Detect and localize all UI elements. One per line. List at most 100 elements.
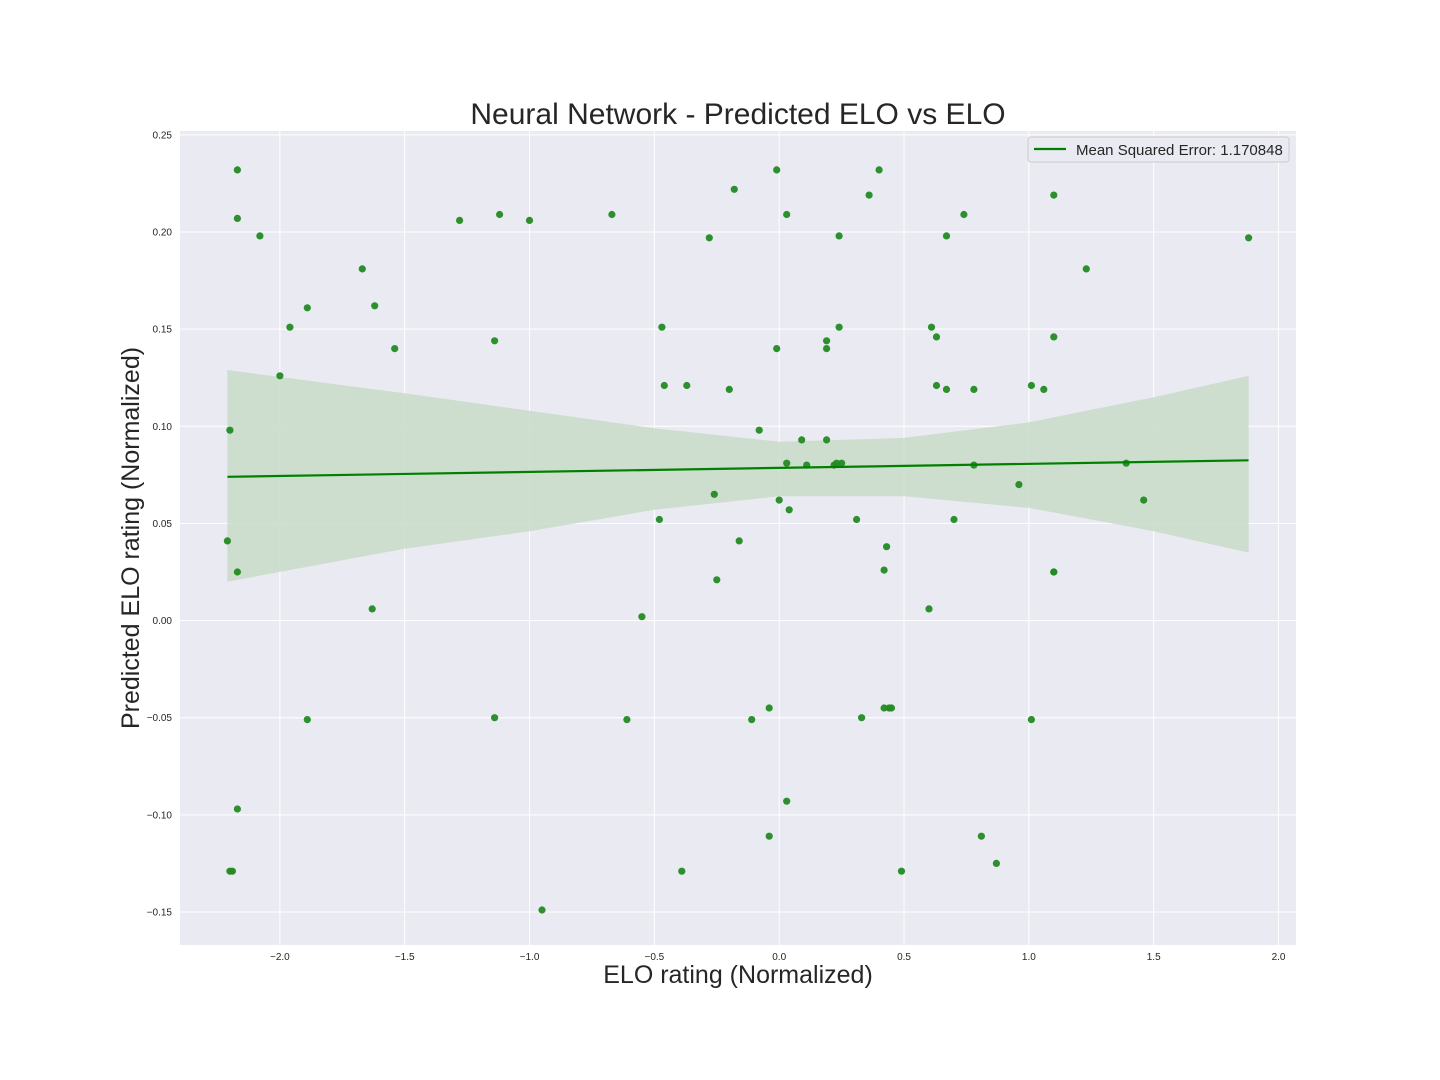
scatter-point [358, 265, 366, 273]
scatter-point [371, 302, 379, 310]
scatter-point [233, 166, 241, 174]
scatter-point [1050, 191, 1058, 199]
scatter-point [835, 323, 843, 331]
scatter-point [660, 381, 668, 390]
scatter-point [977, 832, 986, 840]
scatter-point [496, 210, 504, 219]
scatter-point [992, 859, 1001, 868]
scatter-point [1245, 234, 1253, 242]
y-tick-label: −0.10 [147, 810, 173, 821]
scatter-point [942, 385, 951, 393]
scatter-point [1015, 481, 1023, 489]
regression-line-path [227, 459, 1249, 478]
scatter-point [491, 714, 499, 722]
scatter-point [226, 426, 234, 434]
y-tick-label: −0.15 [147, 907, 173, 918]
regression-line [227, 459, 1249, 478]
scatter-point [608, 210, 616, 219]
legend-label: Mean Squared Error: 1.170848 [1076, 142, 1283, 159]
scatter-point [783, 210, 791, 219]
y-axis-ticks: −0.15 −0.10 −0.05 0.00 0.05 0.10 0.15 0.20 0.25 [147, 130, 173, 918]
scatter-point [256, 232, 264, 240]
y-tick-label: −0.05 [147, 713, 173, 724]
scatter-point [785, 506, 793, 514]
scatter-point [276, 372, 284, 380]
y-tick-label: 0.05 [153, 519, 173, 530]
scatter-point [683, 381, 691, 390]
scatter-point [1027, 716, 1035, 724]
scatter-point [835, 232, 843, 240]
legend-box [1027, 136, 1290, 163]
scatter-point [823, 345, 831, 353]
scatter-point [775, 496, 783, 504]
x-tick-label: 1.5 [1147, 952, 1161, 963]
scatter-point [1027, 381, 1035, 390]
y-tick-label: 0.10 [153, 422, 173, 433]
grid-lines [180, 131, 1296, 945]
scatter-point [932, 333, 941, 341]
scatter-point [765, 704, 773, 712]
scatter-point [303, 304, 311, 312]
scatter-point [525, 216, 534, 224]
scatter-point [970, 385, 978, 393]
scatter-point [391, 345, 399, 353]
scatter-point [678, 867, 686, 875]
x-tick-label: 0.5 [897, 952, 911, 963]
scatter-point [638, 613, 646, 621]
scatter-point [658, 323, 666, 331]
scatter-point [865, 191, 873, 199]
scatter-point [880, 566, 888, 574]
scatter-point [713, 576, 721, 584]
scatter-point [233, 805, 241, 813]
chart-title: Neural Network - Predicted ELO vs ELO [470, 98, 1005, 131]
y-tick-label: 0.15 [153, 325, 173, 336]
scatter-point [655, 515, 664, 524]
x-tick-label: 2.0 [1272, 952, 1286, 963]
scatter-point [491, 337, 499, 345]
confidence-band [227, 370, 1249, 582]
scatter-points [223, 166, 1253, 914]
scatter-point [942, 232, 951, 240]
x-tick-label: −1.5 [395, 952, 415, 963]
scatter-point [783, 797, 791, 805]
x-axis-label: ELO rating (Normalized) [603, 961, 873, 989]
scatter-point [833, 459, 841, 467]
x-tick-label: 1.0 [1022, 952, 1036, 963]
scatter-point [228, 867, 236, 875]
scatter-point [887, 704, 896, 712]
scatter-point [1040, 385, 1048, 393]
scatter-point [623, 716, 631, 724]
scatter-point [798, 436, 806, 444]
scatter-point [748, 716, 756, 724]
scatter-point [368, 605, 376, 613]
scatter-point [755, 426, 763, 434]
scatter-point [705, 234, 713, 242]
scatter-point [773, 166, 781, 174]
scatter-point [730, 185, 738, 193]
scatter-point [927, 323, 936, 331]
scatter-point [1140, 496, 1148, 504]
scatter-point [925, 605, 933, 613]
scatter-point [765, 832, 773, 840]
scatter-point [823, 436, 831, 444]
scatter-point [725, 385, 733, 393]
scatter-point [1050, 568, 1058, 576]
scatter-point [1050, 333, 1058, 341]
scatter-point [783, 459, 791, 467]
scatter-point [303, 716, 311, 724]
scatter-point [858, 714, 866, 722]
x-tick-label: −1.0 [520, 952, 540, 963]
confidence-band-area [227, 370, 1249, 582]
scatter-point [456, 216, 464, 224]
scatter-point [223, 537, 231, 545]
scatter-point [286, 323, 294, 331]
scatter-point [823, 337, 831, 345]
scatter-point [950, 515, 958, 524]
x-axis-ticks: −2.0 −1.5 −1.0 −0.5 0.0 0.5 1.0 1.5 2.0 [270, 952, 1286, 963]
scatter-point [538, 906, 546, 914]
y-axis-label: Predicted ELO rating (Normalized) [117, 347, 145, 729]
scatter-point [773, 345, 781, 353]
scatter-point [883, 543, 891, 551]
scatter-point [897, 867, 906, 875]
